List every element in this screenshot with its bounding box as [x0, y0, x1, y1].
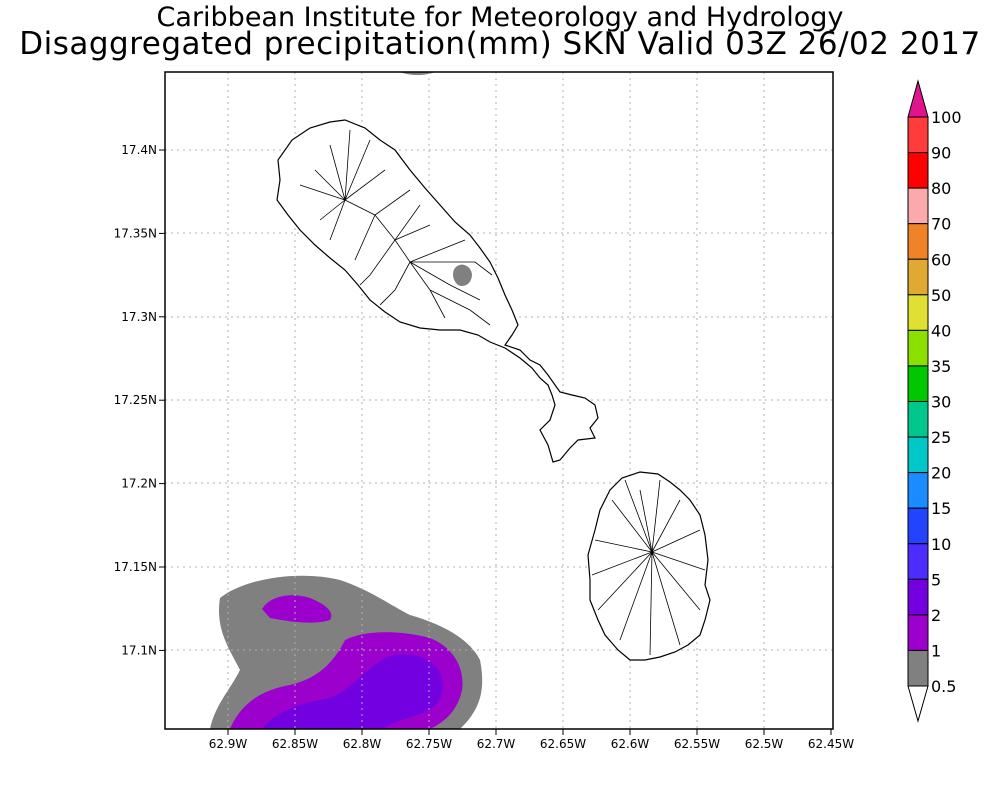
- x-tick-label: 62.6W: [611, 737, 650, 751]
- colorbar-swatch: [907, 329, 929, 367]
- colorbar-swatch: [907, 578, 929, 616]
- y-tick-label: 17.15N: [114, 560, 157, 574]
- colorbar-bottom-arrow: [907, 685, 929, 723]
- colorbar-label: 35: [931, 357, 951, 376]
- colorbar-swatch: [907, 472, 929, 509]
- colorbar-label: 2: [931, 606, 941, 625]
- x-axis: 62.9W 62.85W 62.8W 62.75W 62.7W 62.65W 62.6W 62…: [209, 729, 854, 751]
- colorbar-label: 25: [931, 428, 951, 447]
- colorbar-swatch: [907, 649, 929, 687]
- x-tick-label: 62.85W: [272, 737, 318, 751]
- x-tick-label: 62.8W: [343, 737, 382, 751]
- colorbar-label: 80: [931, 179, 951, 198]
- island-nevis: [587, 471, 711, 661]
- y-tick-label: 17.2N: [121, 477, 157, 491]
- colorbar-label: 50: [931, 286, 951, 305]
- x-tick-label: 62.75W: [406, 737, 452, 751]
- colorbar-swatch: [907, 223, 929, 260]
- colorbar-swatch: [907, 401, 929, 438]
- colorbar-swatch: [907, 258, 929, 296]
- colorbar-swatch: [907, 365, 929, 402]
- y-tick-label: 17.1N: [121, 643, 157, 657]
- colorbar-swatch: [907, 543, 929, 580]
- colorbar-swatch: [907, 436, 929, 474]
- precip-spot: [453, 264, 472, 286]
- y-tick-label: 17.4N: [121, 143, 157, 157]
- precip-contours: [210, 72, 483, 729]
- colorbar-swatch: [907, 116, 929, 154]
- colorbar-label: 20: [931, 464, 951, 483]
- map-subtitle: Disaggregated precipitation(mm) SKN Vali…: [19, 26, 981, 62]
- colorbar-label: 5: [931, 570, 941, 589]
- x-tick-label: 62.7W: [477, 737, 516, 751]
- colorbar-swatch: [907, 614, 929, 651]
- colorbar-label: 0.5: [931, 677, 956, 696]
- colorbar-swatch: [907, 152, 929, 189]
- y-tick-label: 17.35N: [114, 226, 157, 240]
- colorbar-label: 30: [931, 393, 951, 412]
- precip-contour-2: [262, 654, 443, 729]
- precip-contour-1: [262, 595, 332, 623]
- colorbar-label: 70: [931, 215, 951, 234]
- y-tick-label: 17.3N: [121, 310, 157, 324]
- colorbar-legend: 100 90 80 70 60 50 40 35 30 25 20 15 10 5 2 1 0.5: [907, 79, 962, 723]
- island-st-kitts: [276, 119, 599, 463]
- colorbar-label: 60: [931, 250, 951, 269]
- y-tick-label: 17.25N: [114, 393, 157, 407]
- colorbar-label: 10: [931, 535, 951, 554]
- colorbar-label: 40: [931, 321, 951, 340]
- x-tick-label: 62.9W: [209, 737, 248, 751]
- colorbar-label: 15: [931, 499, 951, 518]
- colorbar-swatch: [907, 187, 929, 225]
- colorbar-swatch: [907, 507, 929, 545]
- x-tick-label: 62.55W: [674, 737, 720, 751]
- y-axis: 17.4N 17.35N 17.3N 17.25N 17.2N 17.15N 17.1N: [114, 143, 165, 657]
- colorbar-swatch: [907, 294, 929, 331]
- colorbar-top-arrow: [907, 79, 929, 118]
- x-tick-label: 62.65W: [540, 737, 586, 751]
- x-tick-label: 62.5W: [745, 737, 784, 751]
- colorbar-label: 100: [931, 108, 962, 127]
- colorbar-label: 1: [931, 641, 941, 660]
- x-tick-label: 62.45W: [808, 737, 854, 751]
- map-title: Caribbean Institute for Meteorology and …: [156, 2, 844, 33]
- colorbar-label: 90: [931, 144, 951, 163]
